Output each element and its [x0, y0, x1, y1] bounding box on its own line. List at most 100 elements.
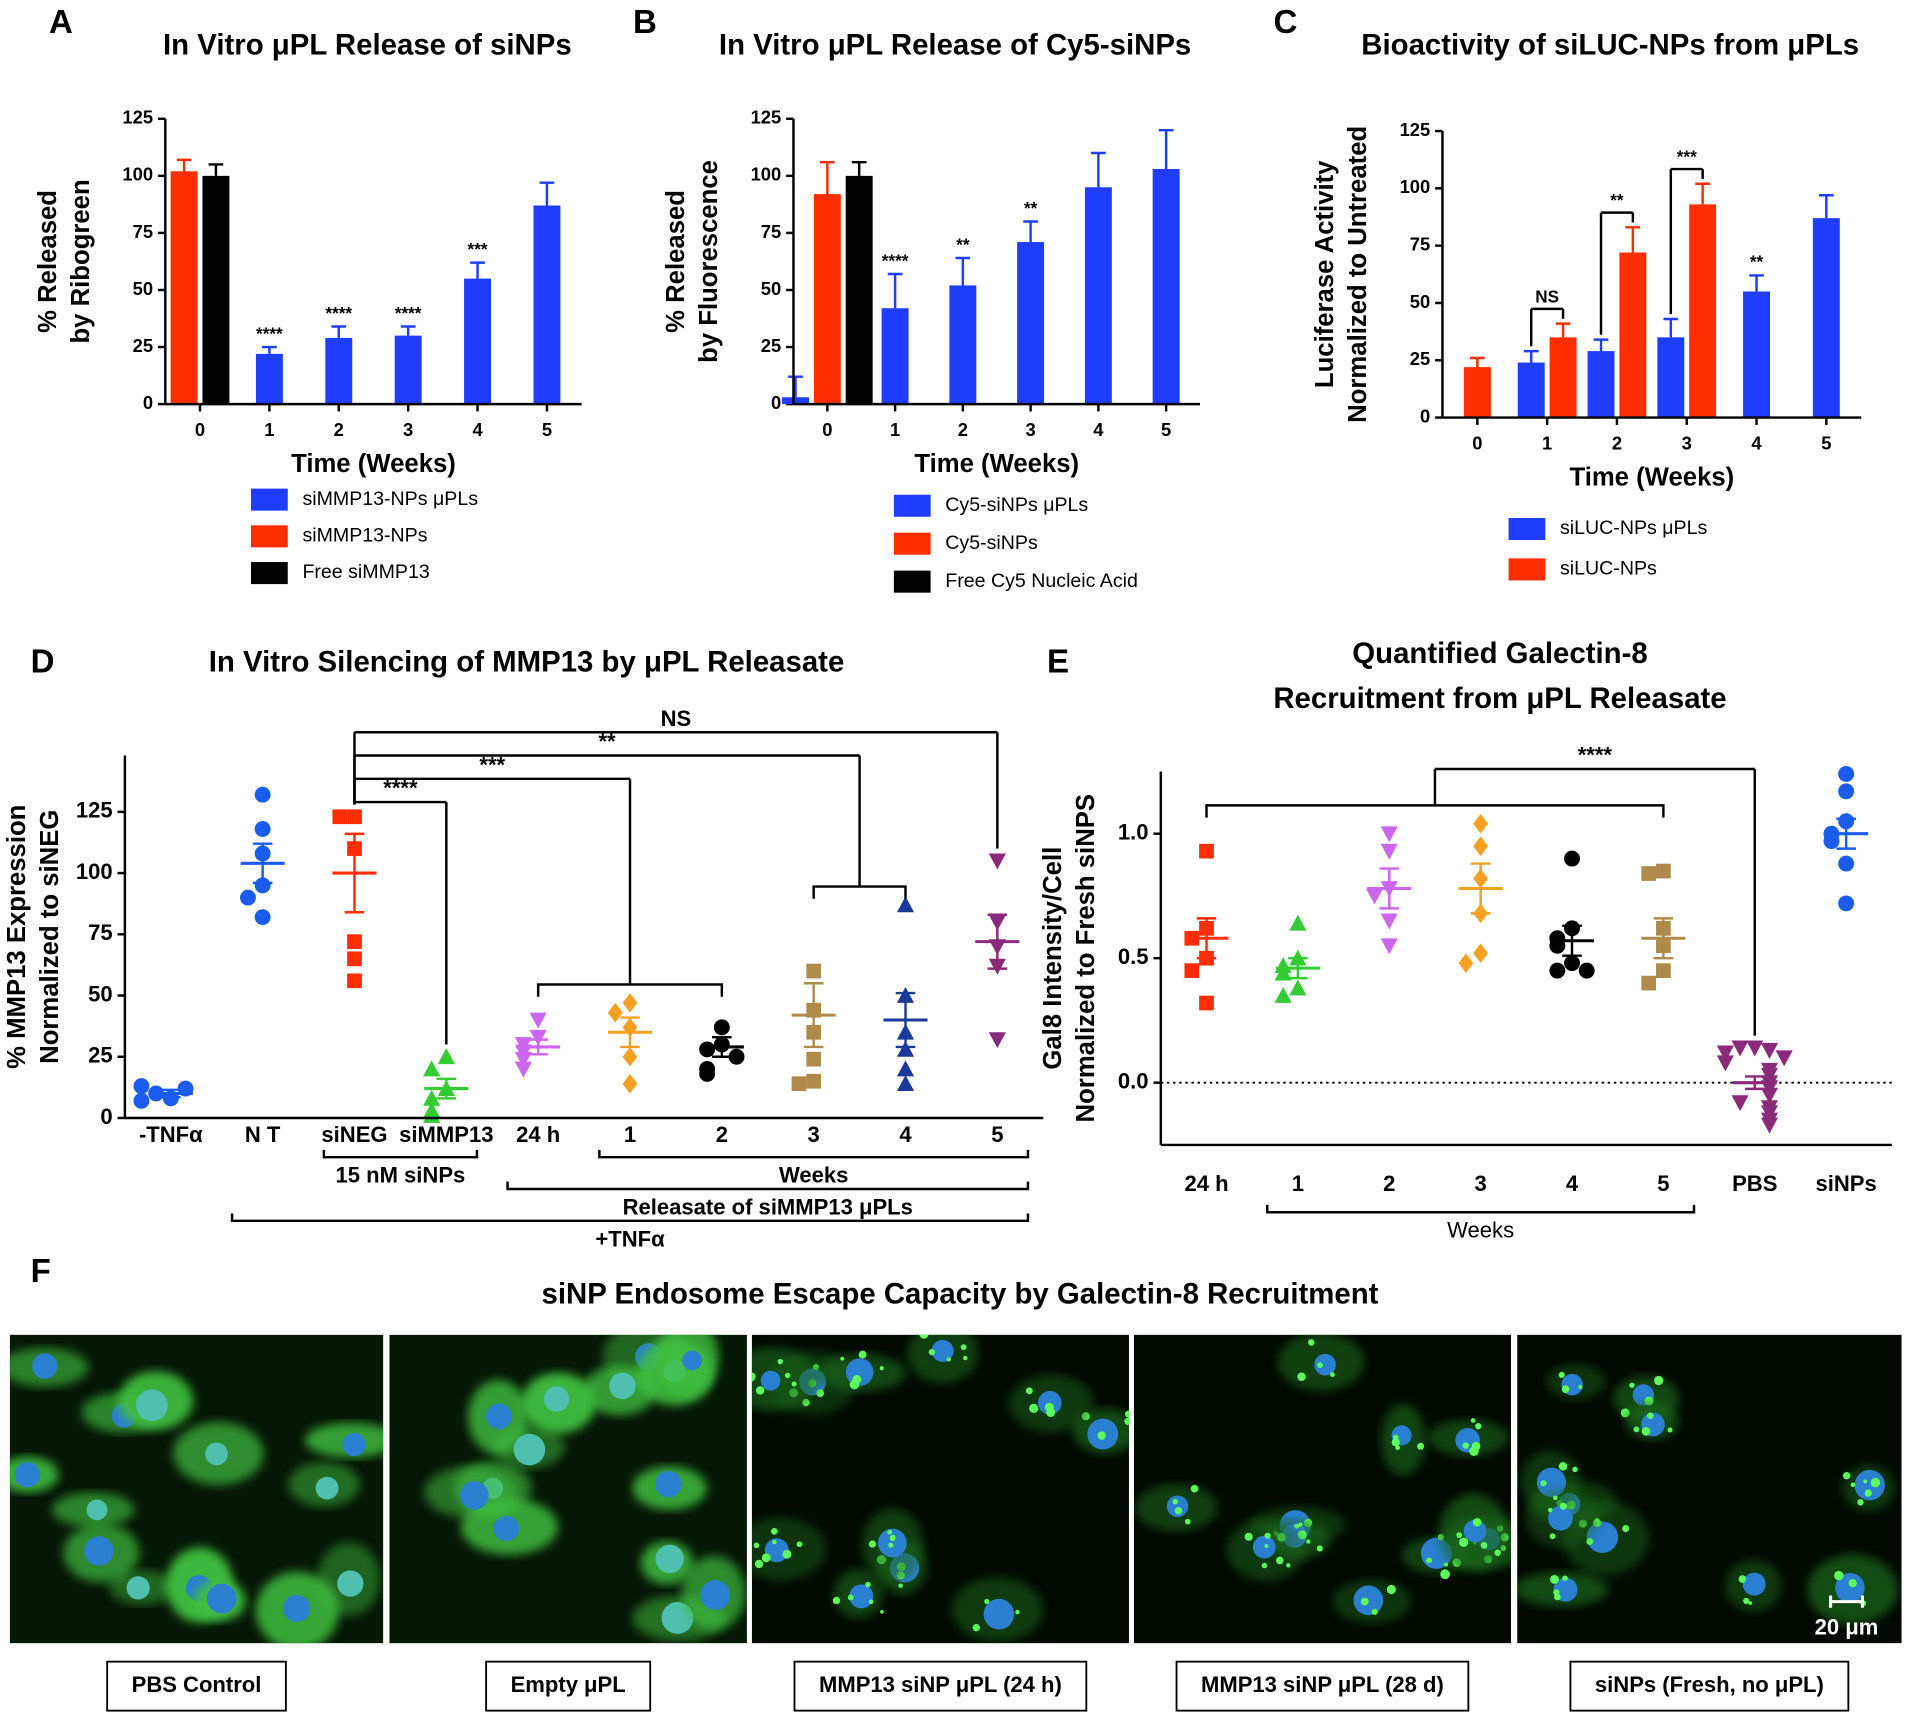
- point: [347, 973, 362, 989]
- nucleus: [460, 1481, 489, 1510]
- point: [1564, 850, 1580, 867]
- x-tick-label: 1: [890, 419, 900, 440]
- y-tick-label: 75: [133, 221, 153, 242]
- puncta: [1264, 1544, 1269, 1549]
- y-tick-label: 75: [761, 221, 781, 242]
- point: [1656, 963, 1671, 978]
- puncta: [840, 1356, 845, 1361]
- puncta: [847, 1594, 854, 1601]
- x-tick-label: 5: [1161, 419, 1171, 440]
- panel-label: B: [633, 4, 657, 41]
- significance-label: ***: [1677, 147, 1697, 167]
- nucleus: [1835, 1573, 1865, 1603]
- x-tick-label: 1: [1292, 1171, 1304, 1196]
- puncta: [928, 1349, 935, 1356]
- group-bracket: [230, 1213, 1030, 1223]
- significance-label: ***: [468, 239, 488, 259]
- point: [896, 1040, 915, 1057]
- puncta: [1190, 1484, 1199, 1493]
- point: [1641, 975, 1657, 991]
- puncta: [1553, 1495, 1558, 1501]
- puncta: [1294, 1523, 1300, 1529]
- puncta: [1329, 1372, 1335, 1377]
- point: [622, 993, 638, 1013]
- significance-label: ****: [882, 250, 909, 270]
- nucleus: [682, 1350, 702, 1371]
- y-tick-label: 125: [751, 107, 782, 128]
- point: [896, 1060, 915, 1077]
- puncta: [1641, 1427, 1651, 1436]
- chart-title: Quantified Galectin-8: [1352, 637, 1647, 670]
- significance-bracket: [1669, 167, 1704, 315]
- puncta: [849, 1379, 860, 1390]
- y-axis-title: Normalized to Fresh siNPS: [1072, 794, 1100, 1123]
- group-bracket: [506, 1181, 1030, 1191]
- y-axis-title: % Released: [662, 190, 690, 333]
- bar: [1152, 169, 1180, 405]
- point: [254, 877, 271, 894]
- point: [988, 853, 1006, 870]
- panel-label: A: [49, 4, 73, 41]
- error-bar: [1523, 349, 1539, 363]
- puncta: [1629, 1382, 1635, 1388]
- group-bracket: [1266, 1204, 1696, 1214]
- puncta: [1480, 1542, 1488, 1549]
- puncta: [1549, 1533, 1556, 1540]
- significance-bracket: [1599, 211, 1635, 335]
- puncta: [1470, 1418, 1476, 1423]
- point: [1716, 1045, 1734, 1062]
- image-caption: PBS Control: [132, 1672, 262, 1697]
- legend-swatch: [893, 570, 931, 593]
- x-tick-label: 4: [1566, 1171, 1579, 1196]
- sem-bar: [1470, 862, 1491, 915]
- puncta: [755, 1386, 765, 1395]
- chart-title: In Vitro μPL Release of Cy5-siNPs: [719, 28, 1191, 61]
- x-tick-label: 5: [1821, 432, 1831, 453]
- caption-box: [1175, 1660, 1470, 1712]
- x-tick-label: 2: [716, 1122, 728, 1147]
- x-tick-label: 0: [1472, 432, 1482, 453]
- error-bar: [1158, 128, 1174, 170]
- y-tick-label: 75: [1410, 233, 1430, 254]
- error-bar: [208, 163, 224, 176]
- puncta: [1360, 1597, 1369, 1606]
- point: [1380, 938, 1398, 955]
- point: [1473, 813, 1488, 834]
- point: [713, 1019, 730, 1036]
- y-axis-title: % Released: [34, 190, 62, 333]
- legend-label: siLUC-NPs: [1560, 558, 1657, 580]
- puncta: [1738, 1575, 1747, 1583]
- x-tick-label: 2: [958, 419, 968, 440]
- y-axis-title: Luciferase Activity: [1311, 160, 1339, 388]
- sem-bar: [1653, 917, 1674, 960]
- x-tick-label: 1: [624, 1122, 636, 1147]
- puncta: [772, 1539, 777, 1545]
- y-axis-title: Normalized to Untreated: [1344, 126, 1372, 423]
- puncta: [784, 1372, 791, 1379]
- y-tick-label: 50: [1410, 291, 1430, 312]
- y-tick-label: 75: [88, 920, 113, 945]
- point: [347, 934, 362, 949]
- nucleus: [205, 1442, 228, 1466]
- puncta: [1559, 1502, 1567, 1510]
- y-tick-label: 100: [122, 164, 153, 185]
- x-tick-label: 3: [403, 419, 413, 440]
- x-tick-label: siNPs: [1816, 1171, 1877, 1196]
- sem-bar: [1196, 917, 1217, 960]
- error-bar: [955, 256, 971, 286]
- nucleus: [315, 1476, 339, 1500]
- point: [1458, 953, 1474, 973]
- significance-label: **: [1024, 198, 1038, 218]
- puncta: [984, 1598, 990, 1605]
- puncta: [1395, 1445, 1401, 1451]
- nucleus: [764, 1538, 789, 1563]
- puncta: [1547, 1507, 1553, 1513]
- puncta: [761, 1553, 771, 1563]
- puncta: [1125, 1410, 1129, 1418]
- puncta: [858, 1350, 867, 1359]
- puncta: [1297, 1372, 1306, 1382]
- significance-bracket: [1530, 307, 1565, 347]
- puncta: [1386, 1584, 1396, 1595]
- y-tick-label: 125: [76, 798, 113, 823]
- error-bar: [788, 375, 803, 398]
